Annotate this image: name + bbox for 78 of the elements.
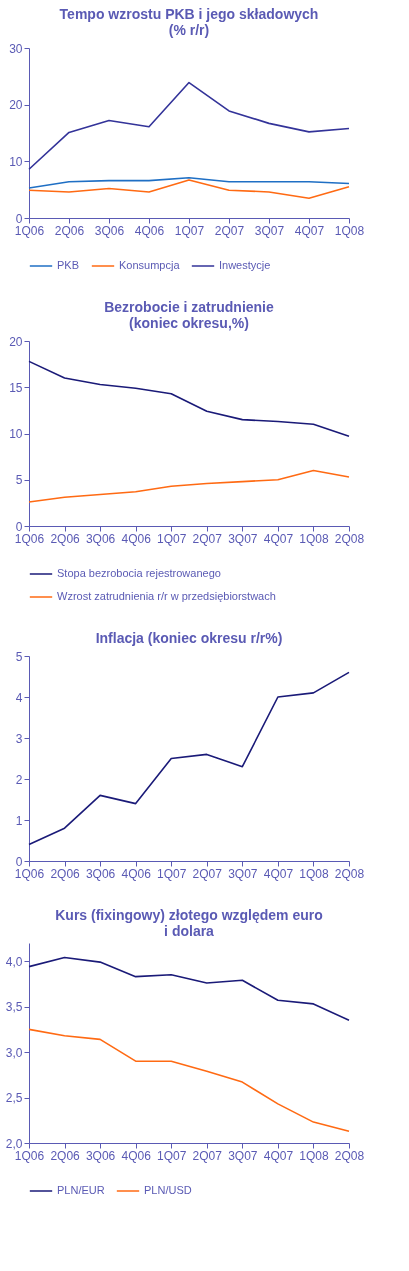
legend-label: PLN/EUR — [57, 1184, 105, 1196]
y-tick-label: 15 — [9, 380, 23, 395]
chart-title: Inflacja (koniec okresu r/r%) — [95, 630, 283, 646]
legend-label: Konsumpcja — [119, 259, 181, 271]
y-tick-label: 30 — [9, 41, 23, 56]
y-tick-label: 5 — [15, 473, 23, 488]
y-tick-label: 3,5 — [5, 1000, 23, 1015]
y-tick-label: 2,0 — [5, 1136, 23, 1151]
legend-label: Wzrost zatrudnienia r/r w przedsiębiorstwach — [57, 590, 276, 602]
x-tick-label: 2Q06 — [54, 223, 85, 238]
x-tick-label: 2Q08 — [334, 531, 365, 546]
x-tick-label: 2Q07 — [192, 866, 223, 881]
x-tick-label: 2Q06 — [50, 531, 81, 546]
x-tick-label: 1Q07 — [174, 223, 205, 238]
line-series — [28, 671, 350, 846]
x-tick-label: 4Q06 — [121, 866, 152, 881]
x-tick-label: 2Q08 — [334, 866, 365, 881]
line-series — [28, 81, 350, 171]
x-tick-label: 3Q07 — [228, 531, 258, 546]
x-tick-label: 4Q06 — [134, 223, 165, 238]
x-tick-label: 1Q07 — [157, 1148, 187, 1163]
x-tick-label: 4Q07 — [263, 866, 294, 881]
y-tick-label: 20 — [9, 334, 23, 349]
y-tick-label: 2,5 — [5, 1091, 23, 1106]
x-tick-label: 1Q08 — [299, 531, 329, 546]
x-tick-label: 1Q07 — [157, 531, 187, 546]
y-tick-label: 0 — [15, 211, 23, 226]
x-tick-label: 1Q06 — [14, 223, 45, 238]
chart-title: Tempo wzrostu PKB i jego składowych (% r/r) — [59, 6, 319, 38]
y-tick-label: 20 — [9, 98, 23, 113]
x-tick-label: 1Q08 — [299, 866, 329, 881]
x-tick-label: 4Q07 — [263, 531, 294, 546]
x-tick-label: 1Q08 — [299, 1148, 329, 1163]
y-tick-label: 0 — [15, 519, 23, 534]
x-tick-label: 2Q06 — [50, 1148, 81, 1163]
x-tick-label: 4Q06 — [121, 1148, 152, 1163]
line-series — [28, 179, 350, 199]
x-tick-label: 1Q07 — [157, 866, 187, 881]
y-tick-label: 5 — [15, 649, 23, 664]
y-tick-label: 10 — [9, 154, 23, 169]
x-tick-label: 3Q06 — [85, 866, 116, 881]
y-tick-label: 10 — [9, 427, 23, 441]
x-tick-label: 2Q07 — [192, 1148, 223, 1163]
line-series — [28, 360, 350, 438]
x-tick-label: 4Q06 — [121, 531, 152, 546]
legend-label: Stopa bezrobocia rejestrowanego — [57, 567, 221, 579]
x-tick-label: 3Q07 — [228, 866, 258, 881]
y-tick-label: 4,0 — [5, 954, 23, 969]
line-series — [28, 176, 350, 189]
y-tick-label: 1 — [15, 813, 23, 828]
y-tick-label: 3 — [15, 731, 23, 746]
x-tick-label: 1Q06 — [14, 531, 45, 546]
x-tick-label: 3Q07 — [228, 1148, 258, 1163]
x-tick-label: 3Q06 — [85, 1148, 116, 1163]
line-series — [28, 956, 350, 1022]
legend-label: Inwestycje — [219, 259, 271, 271]
x-tick-label: 3Q06 — [94, 223, 125, 238]
y-tick-label: 4 — [15, 690, 23, 705]
chart-title: Kurs (fixingowy) złotego względem euro i dolara — [55, 907, 323, 939]
legend-label: PKB — [57, 259, 80, 271]
y-tick-label: 3,0 — [5, 1045, 23, 1060]
chart-title: Bezrobocie i zatrudnienie (koniec okresu,%) — [104, 299, 274, 331]
x-tick-label: 2Q08 — [334, 1148, 365, 1163]
x-tick-label: 3Q07 — [254, 223, 285, 238]
x-tick-label: 4Q07 — [263, 1148, 294, 1163]
x-tick-label: 3Q06 — [85, 531, 116, 546]
x-tick-label: 2Q07 — [192, 531, 223, 546]
line-series — [28, 469, 350, 503]
y-tick-label: 2 — [15, 772, 23, 787]
x-tick-label: 1Q06 — [14, 866, 45, 881]
legend-label: PLN/USD — [144, 1184, 192, 1196]
y-tick-label: 0 — [15, 854, 23, 869]
x-tick-label: 2Q07 — [214, 223, 245, 238]
line-series — [28, 1028, 350, 1132]
x-tick-label: 1Q08 — [334, 223, 365, 238]
x-tick-label: 2Q06 — [50, 866, 81, 881]
x-tick-label: 4Q07 — [294, 223, 325, 238]
x-tick-label: 1Q06 — [14, 1148, 45, 1163]
